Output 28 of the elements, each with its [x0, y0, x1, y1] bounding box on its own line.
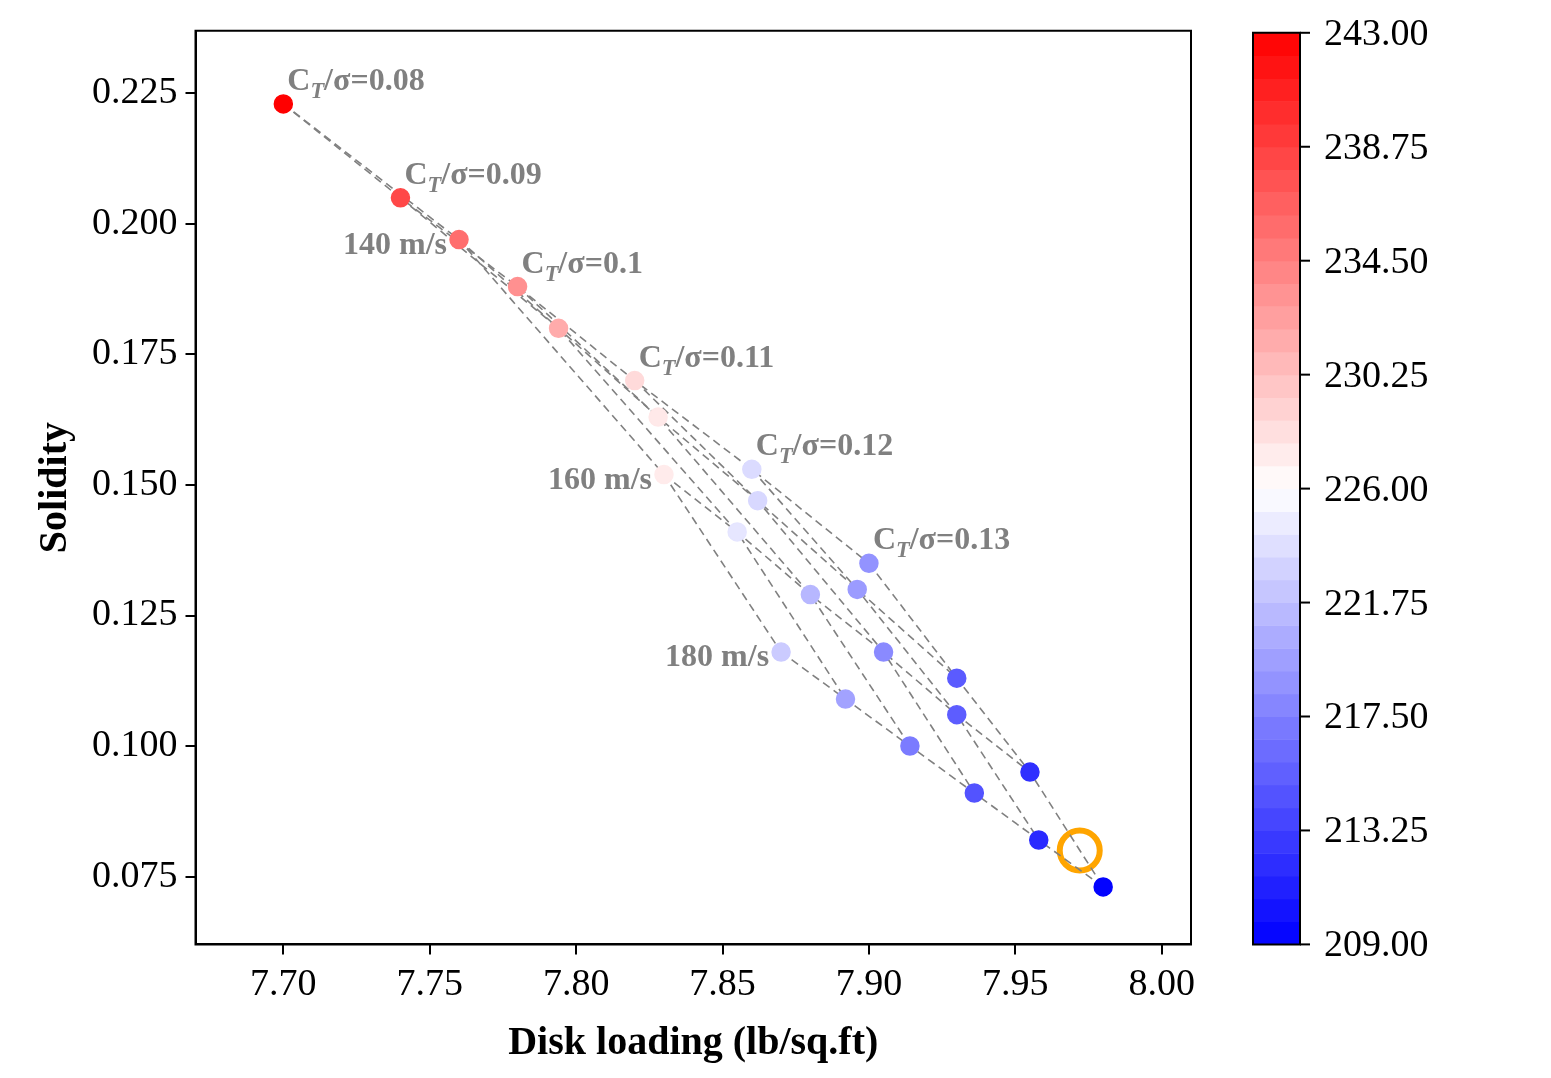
annotation: 180 m/s	[665, 637, 770, 674]
x-tick-label: 7.70	[250, 961, 317, 1004]
annotation: 160 m/s	[547, 459, 652, 496]
x-tick-label: 7.95	[982, 961, 1049, 1004]
y-tick-label: 0.125	[92, 591, 178, 634]
y-axis-title: Solidity	[30, 422, 76, 554]
y-tick-label: 0.150	[92, 460, 178, 503]
x-tick-label: 7.80	[542, 961, 610, 1004]
x-tick-label: 8.00	[1128, 961, 1195, 1004]
y-tick-label: 0.075	[92, 852, 178, 895]
y-tick-label: 0.225	[92, 69, 178, 112]
color-bar-label: 234.50	[1324, 238, 1429, 281]
color-bar-label: 213.25	[1324, 808, 1429, 851]
x-tick-label: 7.85	[689, 961, 756, 1004]
color-bar-label: 243.00	[1324, 10, 1429, 53]
x-axis-title: Disk loading (lb/sq.ft)	[508, 1018, 879, 1064]
color-bar-label: 230.25	[1324, 352, 1429, 395]
y-tick-label: 0.175	[92, 330, 178, 373]
color-bar-label: 226.00	[1324, 466, 1429, 509]
color-bar-label: 217.50	[1324, 694, 1429, 737]
color-bar-label: 238.75	[1324, 124, 1429, 167]
annotation: 140 m/s	[343, 224, 448, 261]
y-tick-label: 0.100	[92, 722, 178, 764]
x-tick-label: 7.75	[396, 961, 463, 1004]
color-bar-label: 221.75	[1324, 580, 1429, 623]
y-tick-label: 0.200	[92, 199, 178, 242]
color-bar-label: 209.00	[1324, 922, 1429, 965]
x-tick-label: 7.90	[835, 961, 903, 1004]
